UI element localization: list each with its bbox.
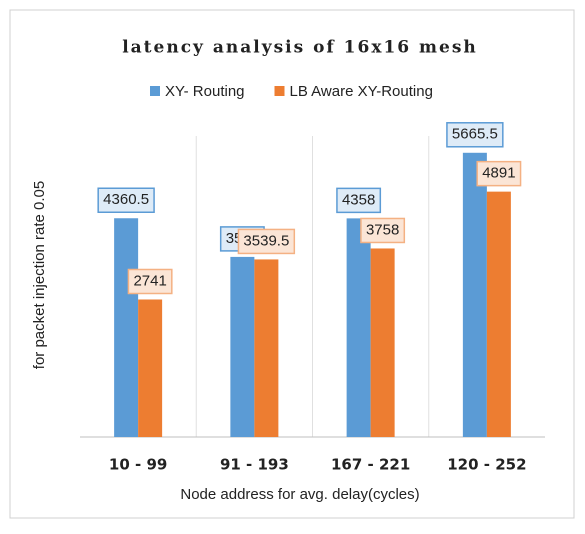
x-tick-label: 10 - 99 <box>109 456 167 474</box>
data-label: 3539.5 <box>243 232 289 249</box>
bar <box>462 152 487 437</box>
data-label-box <box>97 187 155 213</box>
data-label-box <box>446 122 504 148</box>
data-label-box <box>336 187 382 214</box>
data-label: 3758 <box>366 221 399 238</box>
bar <box>138 299 163 437</box>
y-axis-label: for packet injection rate 0.05 <box>31 181 48 369</box>
x-tick-label: 91 - 193 <box>220 456 289 474</box>
data-label: 4358 <box>342 191 375 208</box>
data-label-box <box>476 160 522 187</box>
x-tick-label: 167 - 221 <box>331 456 410 474</box>
legend-swatch <box>150 86 160 96</box>
bar <box>254 259 279 437</box>
data-label: 4891 <box>482 165 515 182</box>
legend-label: XY- Routing <box>165 83 245 100</box>
chart-title: latency analysis of 16x16 mesh <box>122 38 478 58</box>
bar <box>370 248 395 437</box>
bar <box>230 256 255 437</box>
data-label-box <box>127 268 173 295</box>
bar <box>346 218 371 437</box>
data-label: 5665.5 <box>452 126 498 143</box>
data-label: 2741 <box>133 272 166 289</box>
bar <box>114 218 139 437</box>
data-label-box <box>237 228 296 255</box>
x-tick-label: 120 - 252 <box>447 456 526 474</box>
data-label-box <box>360 217 406 244</box>
bar <box>486 191 511 437</box>
legend-swatch <box>274 86 285 96</box>
x-axis-label: Node address for avg. delay(cycles) <box>180 486 419 503</box>
data-label: 4360.5 <box>103 191 149 208</box>
legend-label: LB Aware XY-Routing <box>290 83 433 100</box>
